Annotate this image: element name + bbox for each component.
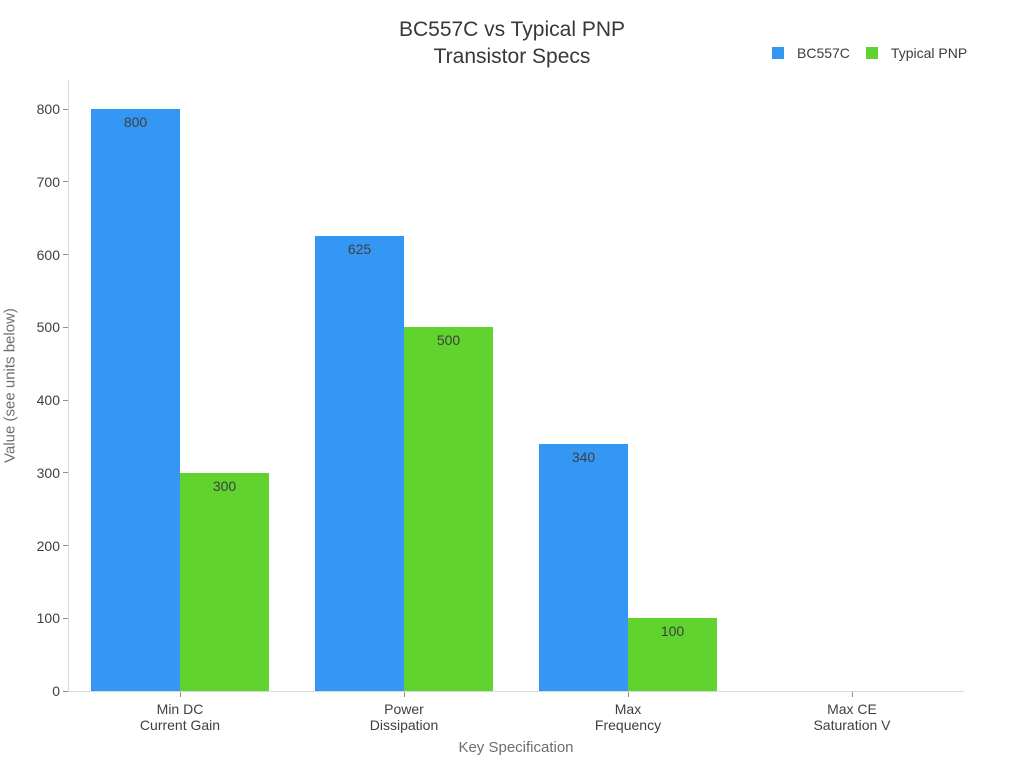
chart-title-line2: Transistor Specs — [433, 45, 591, 68]
legend-label: BC557C — [797, 45, 850, 61]
x-category-label-line: Saturation V — [813, 717, 891, 733]
y-tick-label: 400 — [36, 392, 60, 409]
bar-value-label: 625 — [347, 241, 372, 258]
y-tick-mark — [63, 108, 68, 110]
bar-value-label: 500 — [436, 332, 461, 349]
y-tick-label: 300 — [36, 464, 60, 481]
y-tick-label: 800 — [36, 101, 60, 118]
y-tick-mark — [63, 326, 68, 328]
y-tick-label: 100 — [36, 610, 60, 627]
x-tick-mark — [628, 692, 629, 697]
legend-item-bc557c: BC557C — [772, 45, 850, 61]
x-category-label-line: Power — [384, 701, 424, 717]
y-tick-mark — [63, 399, 68, 401]
x-category-label: Min DC Current Gain — [90, 701, 270, 733]
bar-value-label: 100 — [660, 623, 685, 640]
bar-bc557c — [91, 109, 180, 691]
bar-bc557c — [539, 443, 628, 691]
legend: BC557C Typical PNP — [772, 45, 967, 61]
x-category-label-line: Frequency — [594, 717, 662, 733]
bar-typical-pnp — [404, 327, 493, 691]
bar-value-label: 300 — [212, 477, 237, 494]
bar-value-label: 340 — [571, 448, 596, 465]
y-axis-line — [68, 80, 69, 692]
bar-bc557c — [315, 236, 404, 691]
y-axis-title: Value (see units below) — [1, 308, 19, 463]
x-category-label-line: Dissipation — [369, 717, 439, 733]
legend-label: Typical PNP — [890, 45, 968, 61]
legend-swatch-green — [865, 47, 878, 59]
x-tick-mark — [852, 692, 853, 697]
bar-typical-pnp — [628, 618, 717, 691]
y-tick-label: 0 — [52, 683, 60, 699]
y-tick-mark — [63, 181, 68, 183]
bar-typical-pnp — [180, 472, 269, 691]
x-axis-line — [68, 691, 964, 692]
y-tick-label: 200 — [36, 537, 60, 554]
y-tick-label: 700 — [36, 173, 60, 190]
y-tick-mark — [63, 690, 68, 692]
chart-title-line1: BC557C vs Typical PNP — [398, 18, 626, 41]
y-tick-mark — [63, 545, 68, 547]
legend-item-typical-pnp: Typical PNP — [865, 45, 968, 61]
x-category-label-line: Current Gain — [139, 717, 221, 733]
y-tick-mark — [63, 472, 68, 474]
x-category-label: Max CE Saturation V — [762, 701, 942, 733]
x-category-label-line: Max — [614, 701, 642, 717]
x-category-label-line: Min DC — [156, 701, 204, 717]
y-tick-mark — [63, 254, 68, 256]
y-tick-mark — [63, 617, 68, 619]
y-tick-label: 600 — [36, 246, 60, 263]
x-category-label: Power Dissipation — [314, 701, 494, 733]
x-category-label: Max Frequency — [538, 701, 718, 733]
chart-title: BC557C vs Typical PNP Transistor Specs — [0, 16, 1024, 70]
x-axis-title: Key Specification — [458, 739, 574, 756]
x-category-label-line: Max CE — [827, 701, 877, 717]
legend-swatch-blue — [772, 47, 784, 59]
x-tick-mark — [404, 692, 405, 697]
y-tick-label: 500 — [36, 319, 60, 336]
bar-value-label: 800 — [123, 114, 148, 131]
x-tick-mark — [180, 692, 181, 697]
